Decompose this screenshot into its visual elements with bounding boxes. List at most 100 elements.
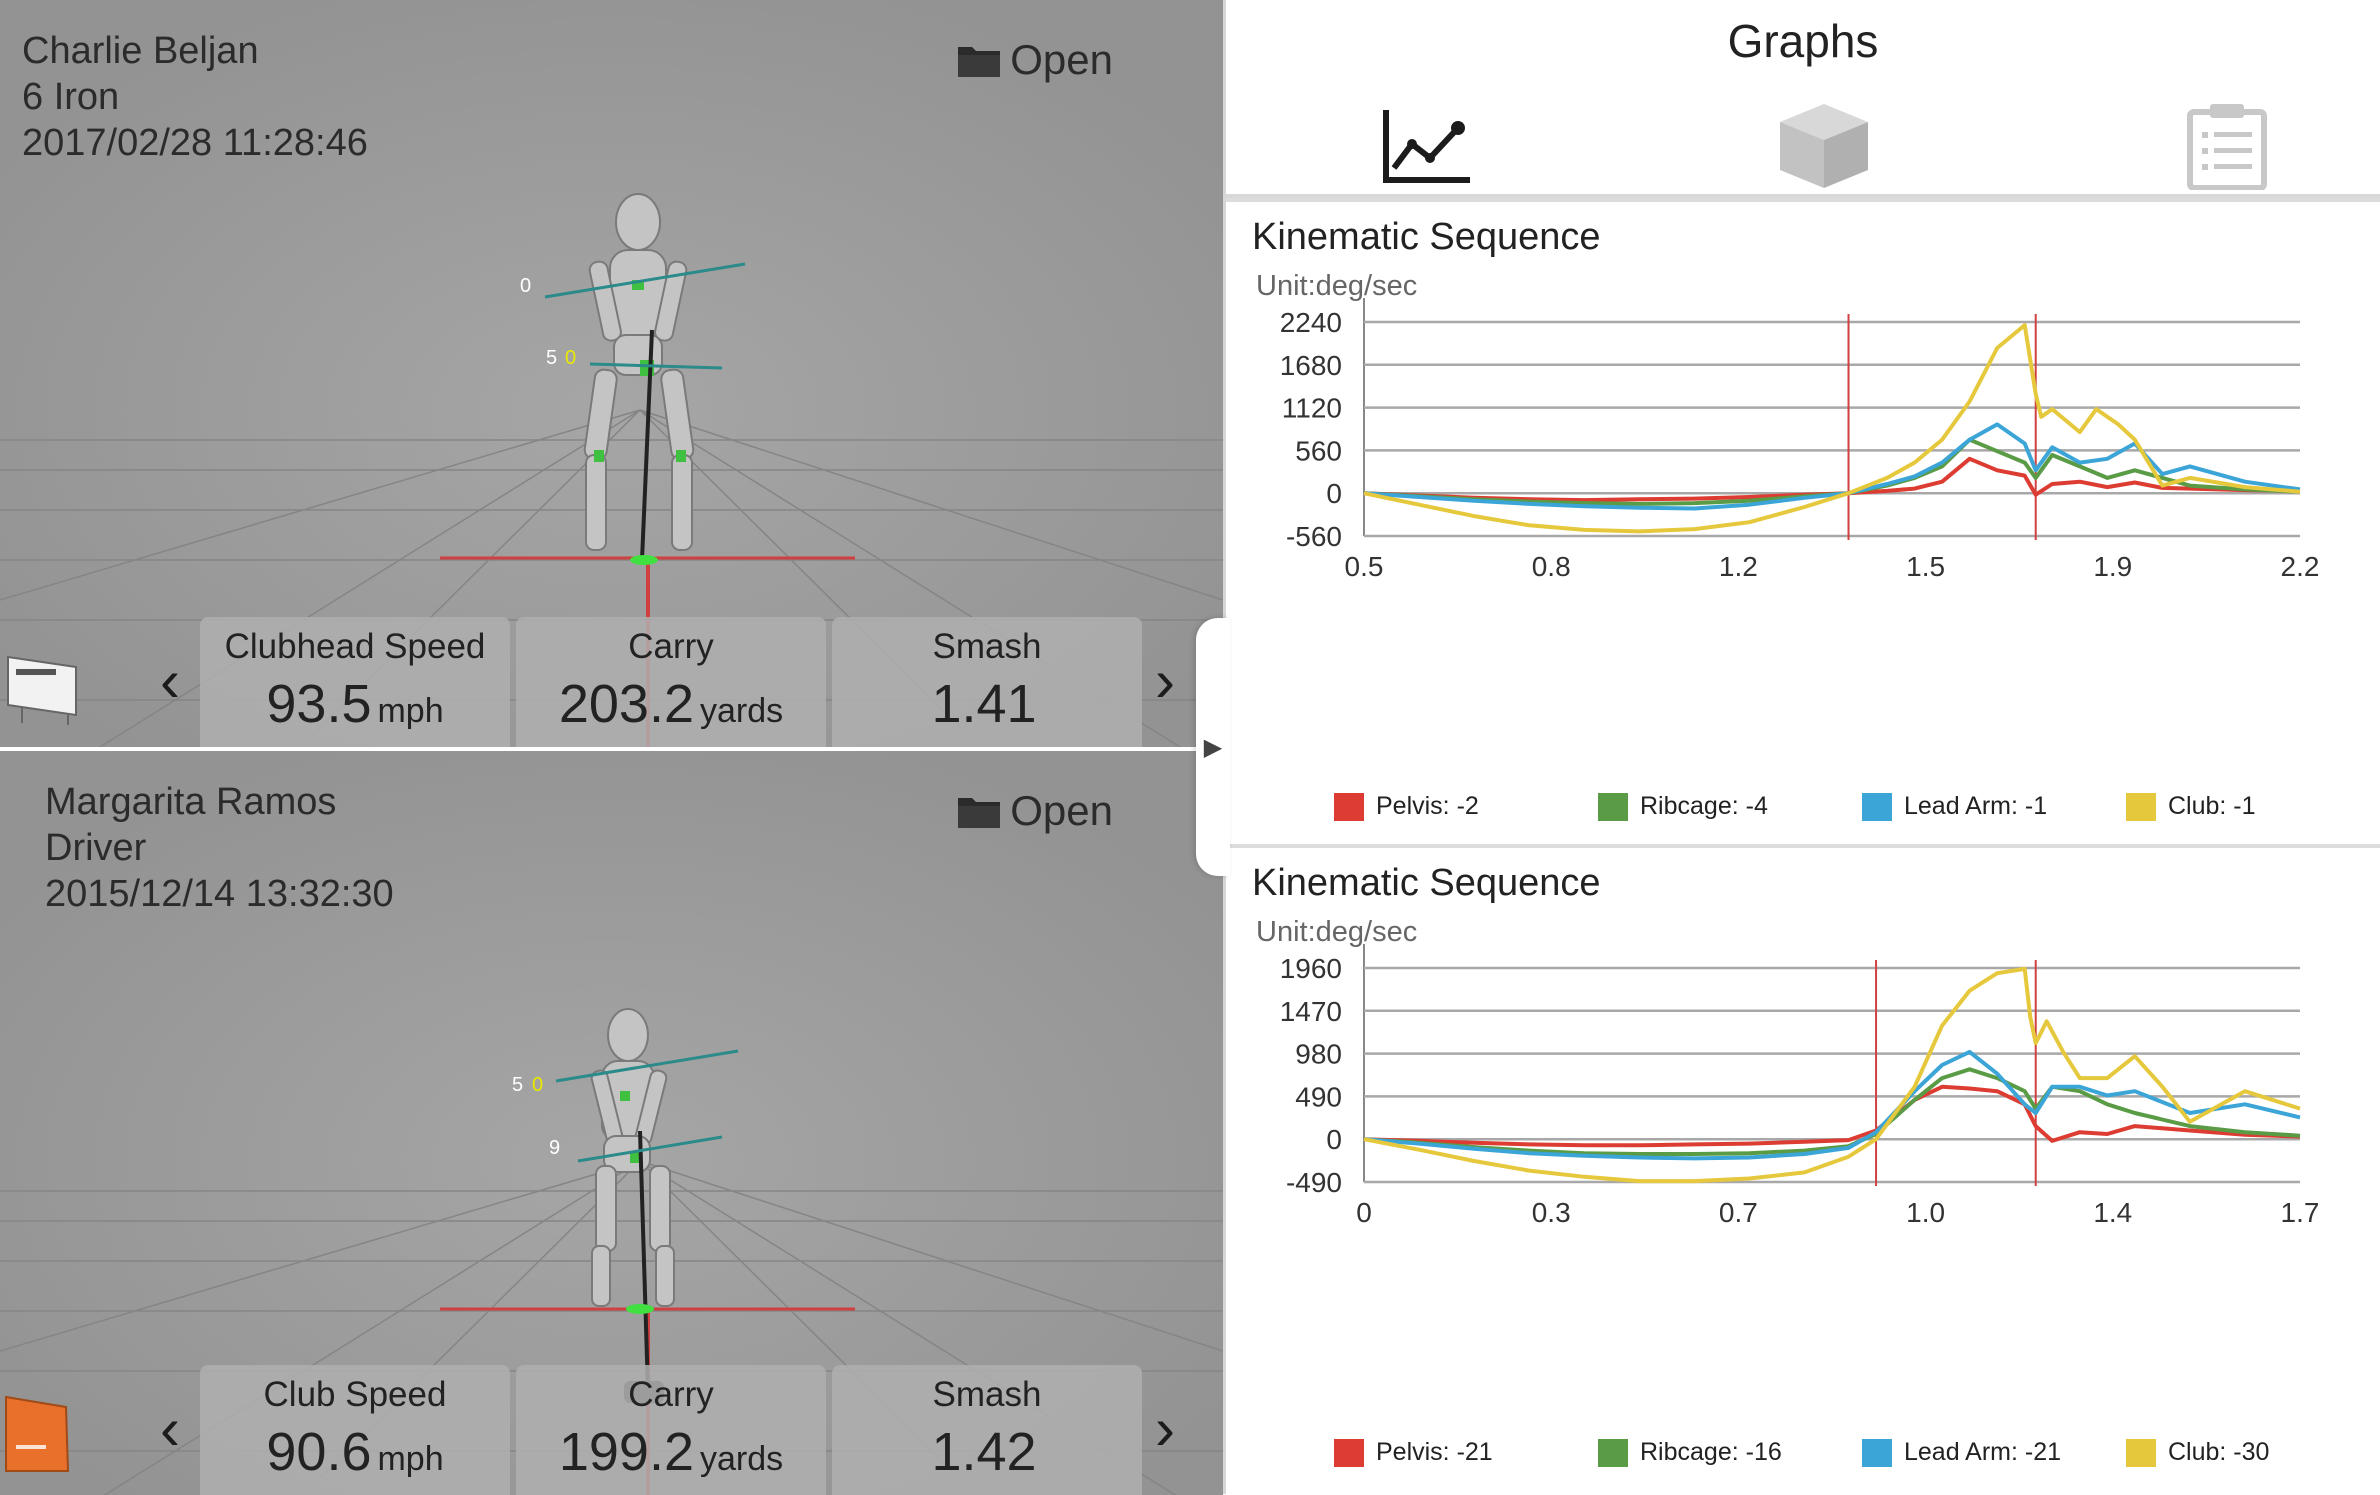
metric-card: Club Speed 90.6 mph — [200, 1365, 510, 1495]
metric-value: 203.2 — [558, 674, 694, 734]
session-info: Charlie Beljan 6 Iron 2017/02/28 11:28:4… — [22, 28, 368, 166]
metric-value: 1.42 — [931, 1422, 1037, 1482]
series-line — [1363, 1084, 2301, 1148]
graphs-header: Graphs — [1226, 0, 2380, 198]
graphs-panel: Graphs Kinematic Sequence Unit:deg/sec 2… — [1226, 0, 2380, 1494]
cube-icon[interactable] — [1774, 100, 1874, 190]
swing-pane-2[interactable]: 5 0 9 Margarita Ramos Driver 2015/12/14 … — [0, 748, 1223, 1495]
metric-card: Smash 1.41 — [832, 617, 1142, 747]
metric-unit: yards — [700, 692, 784, 730]
y-tick-label: -490 — [1286, 1167, 1342, 1198]
x-tick-label: 0.8 — [1532, 551, 1571, 582]
metric-card: Carry 199.2 yards — [516, 1365, 826, 1495]
metric-unit: mph — [377, 692, 444, 730]
rotation-marker: 0 — [565, 347, 576, 369]
legend-item: Pelvis: -21 — [1334, 1438, 1598, 1467]
x-tick-label: 1.2 — [1719, 551, 1758, 582]
legend-swatch — [2126, 1438, 2156, 1467]
swing-pane-1[interactable]: 0 5 0 Charlie Beljan 6 Iron 2017/02/28 1… — [0, 0, 1223, 747]
metric-value: 1.41 — [931, 674, 1037, 734]
graph-title: Kinematic Sequence — [1252, 862, 1601, 904]
metric-unit: yards — [700, 1440, 784, 1478]
x-tick-label: 0.5 — [1345, 551, 1384, 582]
session-datetime: 2015/12/14 13:32:30 — [45, 873, 394, 915]
legend-label: Ribcage: -16 — [1640, 1438, 1782, 1466]
legend-item: Club: -1 — [2126, 792, 2380, 821]
club-name: 6 Iron — [22, 76, 120, 118]
series-line — [1363, 456, 2301, 503]
x-tick-label: 1.9 — [2093, 551, 2132, 582]
x-tick-label: 1.0 — [1906, 1197, 1945, 1228]
metric-label: Smash — [932, 627, 1042, 666]
y-tick-label: 490 — [1295, 1081, 1342, 1112]
legend-swatch — [1598, 792, 1628, 821]
metric-card: Carry 203.2 yards — [516, 617, 826, 747]
metric-unit: mph — [377, 1440, 444, 1478]
legend-swatch — [1334, 792, 1364, 821]
y-tick-label: 560 — [1295, 435, 1342, 466]
graph-unit: Unit:deg/sec — [1256, 270, 1418, 302]
legend-label: Pelvis: -21 — [1376, 1438, 1493, 1466]
y-tick-label: 0 — [1326, 1124, 1342, 1155]
y-tick-label: 980 — [1295, 1039, 1342, 1070]
previous-arrow-icon[interactable]: ‹ — [160, 1394, 180, 1462]
club-name: Driver — [45, 827, 147, 869]
legend-label: Lead Arm: -21 — [1904, 1438, 2062, 1466]
x-tick-label: 2.2 — [2281, 551, 2320, 582]
legend-item: Lead Arm: -21 — [1862, 1438, 2126, 1467]
open-button[interactable]: Open — [956, 36, 1113, 84]
x-tick-label: 0.3 — [1532, 1197, 1571, 1228]
x-tick-label: 0.7 — [1719, 1197, 1758, 1228]
chart-legend: Pelvis: -2 Ribcage: -4 Lead Arm: -1 Club: -… — [1334, 792, 2380, 821]
next-arrow-icon[interactable]: › — [1155, 1394, 1175, 1462]
x-tick-label: 1.4 — [2093, 1197, 2132, 1228]
y-tick-label: 0 — [1326, 478, 1342, 509]
session-info: Margarita Ramos Driver 2015/12/14 13:32:… — [45, 779, 394, 917]
y-tick-label: 1960 — [1280, 953, 1342, 984]
y-tick-label: 1470 — [1280, 996, 1342, 1027]
open-label: Open — [1010, 787, 1113, 834]
player-name: Margarita Ramos — [45, 781, 337, 823]
series-line — [1363, 323, 2301, 534]
graph-title: Kinematic Sequence — [1252, 216, 1601, 258]
metric-label: Club Speed — [263, 1375, 447, 1414]
session-datetime: 2017/02/28 11:28:46 — [22, 122, 368, 164]
legend-swatch — [1862, 792, 1892, 821]
legend-label: Lead Arm: -1 — [1904, 792, 2048, 820]
rotation-marker: 5 — [546, 347, 557, 369]
graph-unit: Unit:deg/sec — [1256, 916, 1418, 948]
chart-legend: Pelvis: -21 Ribcage: -16 Lead Arm: -21 Club… — [1334, 1438, 2380, 1467]
launch-monitor-icon[interactable] — [2, 1385, 82, 1475]
open-label: Open — [1010, 36, 1113, 83]
previous-arrow-icon[interactable]: ‹ — [160, 646, 180, 714]
next-arrow-icon[interactable]: › — [1155, 646, 1175, 714]
x-tick-label: 1.5 — [1906, 551, 1945, 582]
rotation-marker: 5 — [512, 1074, 523, 1096]
series-line — [1363, 422, 2301, 511]
metric-card: Smash 1.42 — [832, 1365, 1142, 1495]
open-button[interactable]: Open — [956, 787, 1113, 835]
series-line — [1363, 437, 2301, 506]
legend-item: Lead Arm: -1 — [1862, 792, 2126, 821]
rotation-marker: 0 — [520, 275, 531, 297]
legend-item: Club: -30 — [2126, 1438, 2380, 1467]
y-tick-label: 2240 — [1280, 307, 1342, 338]
launch-monitor-icon[interactable] — [2, 637, 82, 727]
metric-value: 93.5 — [266, 674, 372, 734]
metric-label: Carry — [628, 627, 714, 666]
kinematic-graph-1: Kinematic Sequence Unit:deg/sec 2240 1680… — [1226, 198, 2380, 838]
kinematic-graph-2: Kinematic Sequence Unit:deg/sec 1960 1470… — [1226, 844, 2380, 1484]
folder-icon — [958, 47, 1001, 77]
y-tick-label: -560 — [1286, 521, 1342, 552]
player-name: Charlie Beljan — [22, 30, 259, 72]
legend-swatch — [1334, 1438, 1364, 1467]
x-tick-label: 1.7 — [2281, 1197, 2320, 1228]
series-line — [1363, 1049, 2301, 1161]
clipboard-icon[interactable] — [2176, 100, 2276, 190]
drawer-toggle-icon[interactable]: ▶ — [1196, 618, 1230, 876]
legend-swatch — [2126, 792, 2156, 821]
series-line — [1363, 1067, 2301, 1156]
graph-icon[interactable] — [1374, 100, 1474, 190]
folder-icon — [958, 798, 1001, 828]
